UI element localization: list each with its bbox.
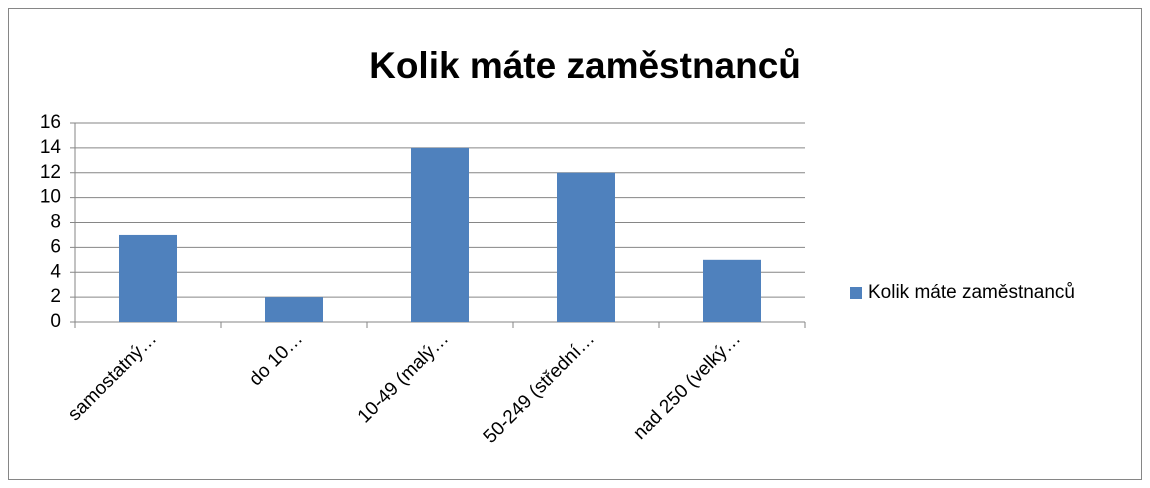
y-tick-label: 14: [40, 137, 62, 158]
y-tick-label: 16: [40, 112, 61, 133]
bar: [557, 172, 615, 322]
y-tick-label: 2: [50, 286, 61, 307]
legend-swatch: [850, 287, 862, 299]
y-tick-label: 4: [50, 261, 61, 282]
chart-title: Kolik máte zaměstnanců: [369, 45, 801, 86]
bar: [411, 147, 469, 322]
y-tick-label: 6: [50, 236, 61, 257]
y-tick-label: 12: [40, 162, 61, 183]
y-tick-label: 8: [50, 212, 61, 233]
legend-label: Kolik máte zaměstnanců: [868, 282, 1075, 303]
bar: [119, 234, 177, 322]
bar: [265, 297, 323, 322]
y-tick-label: 0: [50, 311, 61, 332]
y-tick-label: 10: [40, 187, 61, 208]
bar: [703, 259, 761, 322]
